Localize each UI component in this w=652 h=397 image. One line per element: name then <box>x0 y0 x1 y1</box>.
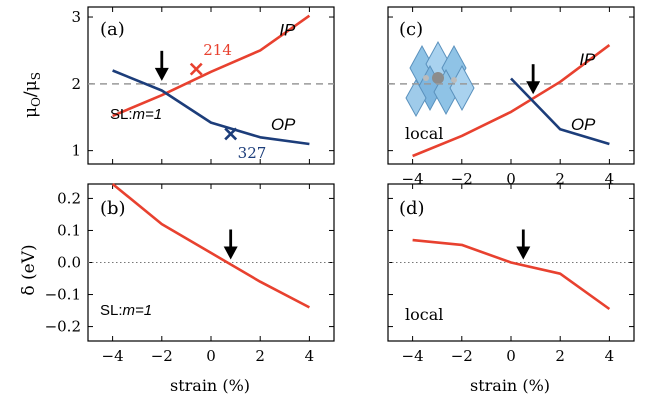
panel-a-series-label-op: OP <box>271 115 296 134</box>
panel-a-marker-label-214: 214 <box>203 41 232 59</box>
panel-c-arrow-head <box>526 81 541 95</box>
panel-a-marker-label-327: 327 <box>238 144 267 162</box>
ylabel-mu-ratio: μO/μS <box>21 72 43 118</box>
panel-d-xtick-label: −4 <box>402 347 424 365</box>
panel-c-series-label-op: OP <box>571 115 596 134</box>
panel-b-line-series <box>111 182 311 309</box>
panel-b-xtick-label: 0 <box>206 347 216 365</box>
panel-d-arrow-head <box>516 246 531 260</box>
note-a: SL:m=1 <box>110 106 162 123</box>
panel-b-marks: −4 −2 0 2 4 0.2 0.1 0.0 −0.1 −0.2 <box>45 182 334 365</box>
panel-d-label: (d) <box>399 198 425 219</box>
panel-c-series-label-ip: IP <box>579 50 596 69</box>
panel-b-xtick-label: 2 <box>255 347 265 365</box>
panel-d-line-series <box>412 238 611 311</box>
panel-c-xtick-label: 2 <box>555 170 565 188</box>
panel-a-series-label-ip: IP <box>279 21 296 40</box>
panel-b-xtick-label: 4 <box>305 347 315 365</box>
ylabel-delta: δ (eV) <box>19 244 39 295</box>
panel-a-line-op <box>112 69 310 146</box>
panel-a-ytick-label: 3 <box>71 8 81 26</box>
panel-b-ytick-label: 0.2 <box>57 189 81 207</box>
panel-b-label: (b) <box>100 198 126 219</box>
panel-d-xtick-label: 4 <box>605 347 615 365</box>
panel-a-marker-327 <box>224 127 238 141</box>
panel-b-ytick-label: 0.0 <box>57 254 81 272</box>
panel-c-label: (c) <box>399 19 423 40</box>
panel-b-xtick-label: −2 <box>151 347 173 365</box>
note-c: local <box>405 124 443 143</box>
panel-d-marks: −4 −2 0 2 4 <box>388 184 634 365</box>
panel-b-ytick-label: −0.2 <box>45 318 81 336</box>
panel-c-line-op <box>510 77 610 146</box>
panel-b-xtick-label: −4 <box>102 347 124 365</box>
panel-a-marker-214 <box>189 62 203 76</box>
panel-b-arrow-head <box>223 246 238 260</box>
panel-a-arrow-head <box>154 67 169 81</box>
panel-d-xtick-label: 0 <box>506 347 516 365</box>
panel-c-line-ip <box>412 44 611 158</box>
panel-b: (b) −4 −2 0 2 4 0.2 0.1 0.0 −0.1 −0.2 <box>45 182 335 365</box>
panel-a: (a) 1 2 3 IP OP 214 327 <box>71 6 335 165</box>
panel-a-ytick-label: 1 <box>71 142 81 160</box>
panel-a-label: (a) <box>100 19 125 40</box>
panel-a-ytick-label: 2 <box>71 75 81 93</box>
panel-b-ytick-label: 0.1 <box>57 221 81 239</box>
panel-d-xtick-label: 2 <box>555 347 565 365</box>
panel-a-line-ip <box>112 14 311 118</box>
panel-a-marks: 1 2 3 IP OP 214 327 <box>71 7 334 164</box>
note-d: local <box>405 305 443 324</box>
panel-c-xtick-label: 4 <box>605 170 615 188</box>
panel-c-xtick-label: 0 <box>506 170 516 188</box>
panel-a-frame <box>87 6 335 165</box>
xlabel-d: strain (%) <box>470 376 550 395</box>
panel-d: (d) −4 −2 0 2 4 <box>387 183 635 365</box>
perovskite-structure-image <box>405 40 475 118</box>
xlabel-b: strain (%) <box>170 376 250 395</box>
note-b: SL:m=1 <box>100 302 152 319</box>
panel-d-xtick-label: −2 <box>451 347 473 365</box>
panel-b-ytick-label: −0.1 <box>45 286 81 304</box>
